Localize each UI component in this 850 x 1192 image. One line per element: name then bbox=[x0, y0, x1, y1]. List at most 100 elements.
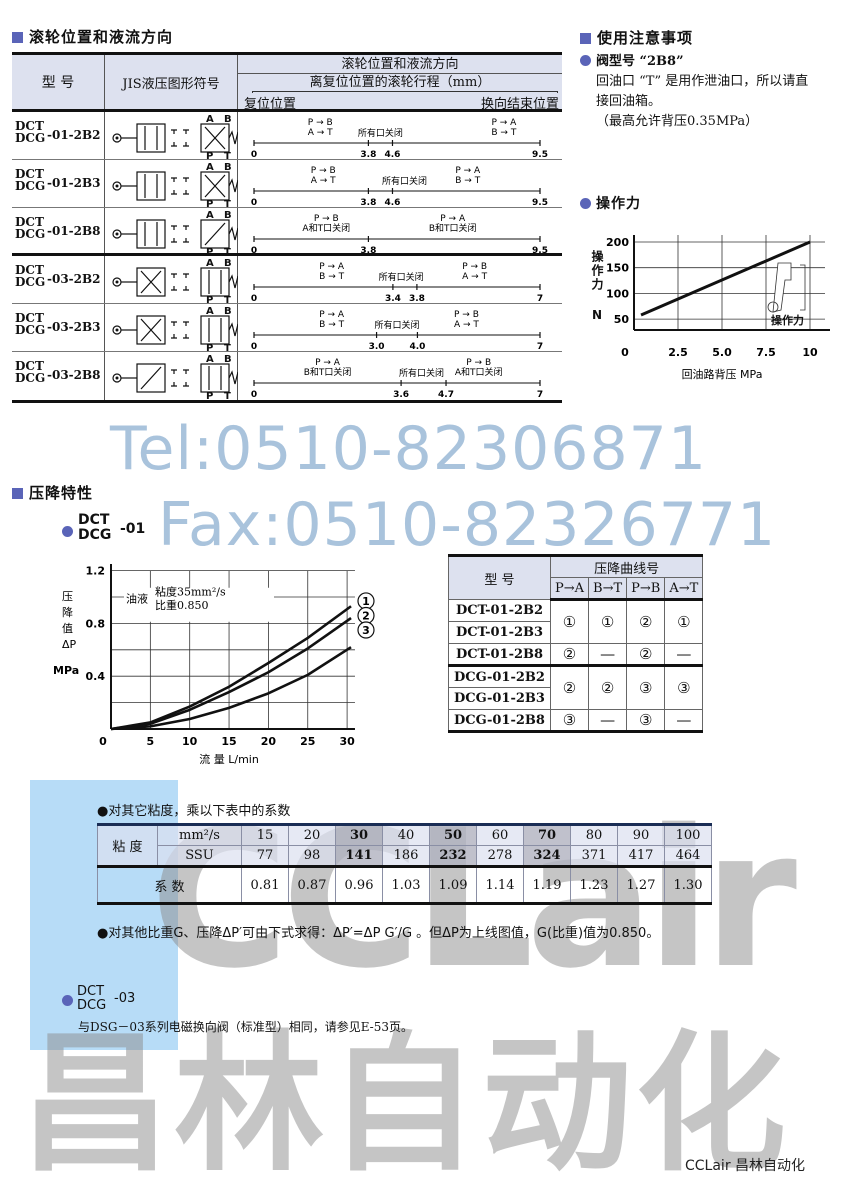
flow-label: B和T口关闭 bbox=[304, 366, 352, 378]
closed-ports bbox=[171, 369, 189, 387]
header-subtitle: 离复位位置的滚轮行程（mm） bbox=[309, 75, 491, 90]
closed-ports bbox=[171, 177, 189, 195]
curve-marker-3 bbox=[357, 621, 375, 639]
parallel-arrows bbox=[208, 366, 222, 390]
section-title-text: 滚轮位置和液流方向 bbox=[29, 28, 174, 46]
y-tick-label: 150 bbox=[606, 262, 629, 275]
travel-tick-label: 4.6 bbox=[385, 150, 401, 160]
x-tick-label: 15 bbox=[221, 735, 236, 748]
model-top: DCT bbox=[15, 167, 44, 181]
parallel-arrows bbox=[144, 126, 158, 150]
vt-ssu: 232 bbox=[429, 845, 477, 867]
travel-tick-label: 3.8 bbox=[360, 198, 376, 208]
flow-label: P → A bbox=[455, 166, 481, 176]
valve-box bbox=[200, 315, 230, 345]
pressure-curve-table: 型 号 压降曲线号 P→A B→T P→B A→T DCT-01-2B2 ① ① ② ① DCT… bbox=[448, 554, 704, 733]
port-label-A: A bbox=[206, 306, 214, 317]
port-label-A: A bbox=[206, 162, 214, 173]
port-label-T: T bbox=[224, 295, 231, 304]
flow-label: P → B bbox=[466, 358, 491, 368]
vt-ssu: 324 bbox=[523, 845, 571, 867]
port-label-B: B bbox=[224, 258, 232, 269]
pt-curve-value: ② bbox=[549, 643, 590, 666]
port-label-B: B bbox=[224, 162, 232, 173]
y-tick-label: 0.4 bbox=[86, 670, 106, 683]
vt-ssu: 417 bbox=[617, 845, 665, 867]
flow-label: B → T bbox=[319, 320, 344, 330]
table-row: DCT DCG -03-2B8 A B P T 0 3.6 4.7 7 P → A B和T口关闭 所有口关… bbox=[12, 352, 562, 402]
port-label-A: A bbox=[206, 210, 214, 221]
pt-curve-value: ① bbox=[588, 599, 628, 644]
circle-bullet-icon bbox=[580, 55, 591, 66]
flow-label: 所有口关闭 bbox=[382, 175, 427, 187]
model-top: DCT bbox=[15, 263, 44, 277]
travel-diagram: 0 3.8 4.6 9.5 P → BA → T 所有口关闭 P → AB → T bbox=[251, 166, 548, 208]
header-model: 型 号 bbox=[12, 55, 105, 109]
header-start: 复位位置 bbox=[244, 97, 297, 112]
roller-dot bbox=[115, 184, 119, 188]
travel-tick-label: 9.5 bbox=[532, 150, 548, 160]
force-title: 操作力 bbox=[580, 193, 641, 213]
model-suffix: -01-2B8 bbox=[47, 224, 101, 238]
spring-icon bbox=[228, 178, 239, 193]
notes-body: 回油口 “T” 是用作泄油口，所以请直 接回油箱。 （最高允许背压0.35MPa… bbox=[580, 72, 845, 132]
pt-curve-value: ② bbox=[588, 664, 628, 710]
vt-mm2s: 20 bbox=[288, 824, 336, 846]
y-axis-label-char: 降 bbox=[62, 605, 73, 619]
flow-label: P → A bbox=[319, 310, 345, 320]
travel-tick-label: 3.8 bbox=[360, 246, 376, 256]
flow-label: P → B bbox=[314, 214, 339, 224]
vt-unit-mm2s: mm²/s bbox=[157, 824, 242, 846]
vt-mm2s: 40 bbox=[382, 824, 430, 846]
square-bullet-icon bbox=[580, 33, 591, 44]
vt-mm2s: 90 bbox=[617, 824, 665, 846]
parallel-arrows bbox=[144, 174, 158, 198]
roller-dot bbox=[115, 232, 119, 236]
flow-label: B → T bbox=[491, 128, 516, 138]
vt-mm2s: 50 bbox=[429, 824, 477, 846]
x-tick-label: 0 bbox=[99, 735, 107, 748]
vt-coef: 1.14 bbox=[476, 865, 524, 904]
travel-tick-label: 0 bbox=[251, 342, 257, 352]
model-suffix: -01-2B2 bbox=[47, 128, 101, 142]
flow-label: 所有口关闭 bbox=[374, 319, 419, 331]
diagonal-arrow bbox=[140, 366, 162, 390]
square-bullet-icon bbox=[12, 32, 23, 43]
force-title-text: 操作力 bbox=[596, 196, 641, 212]
flow-label: A → T bbox=[454, 320, 479, 330]
pt-col: B→T bbox=[588, 577, 628, 601]
model-cell: DCT DCG -03-2B3 bbox=[12, 304, 105, 351]
flow-label: A和T口关闭 bbox=[302, 222, 350, 234]
pt-curve-value: — bbox=[664, 643, 704, 666]
curve-number: 1 bbox=[362, 595, 370, 608]
vt-label: 粘 度 bbox=[97, 824, 158, 867]
curve-2 bbox=[110, 617, 352, 731]
port-label-B: B bbox=[224, 306, 232, 317]
x-tick-label: 7.5 bbox=[756, 346, 776, 359]
port-label-A: A bbox=[206, 258, 214, 269]
flow-label: B → T bbox=[319, 272, 344, 282]
valve-symbol-icon: A B P T bbox=[112, 306, 239, 354]
y-tick-label: 1.2 bbox=[86, 565, 106, 578]
flow-label: 所有口关闭 bbox=[399, 367, 444, 379]
parallel-arrows bbox=[144, 222, 158, 246]
model-suffix: -03 bbox=[114, 991, 136, 1006]
travel-tick-label: 3.8 bbox=[360, 150, 376, 160]
curve-number: 2 bbox=[362, 609, 370, 622]
force-line bbox=[640, 240, 811, 317]
valve-symbol-icon: A B P T bbox=[112, 354, 239, 402]
pt-model: DCT-01-2B3 bbox=[448, 621, 551, 644]
vt-ssu: 186 bbox=[382, 845, 430, 867]
cross-arrow bbox=[140, 318, 162, 342]
model-top: DCT bbox=[15, 215, 44, 229]
header-travel: 滚轮位置和液流方向 离复位位置的滚轮行程（mm） 复位位置 换向结束位置 bbox=[238, 55, 562, 112]
valve-box bbox=[136, 123, 166, 153]
cross-arrow bbox=[204, 126, 226, 150]
inset-roller-icon bbox=[767, 301, 779, 313]
header-title: 滚轮位置和液流方向 bbox=[238, 55, 562, 74]
header-end: 换向结束位置 bbox=[480, 97, 559, 112]
x-axis-label: 流 量 L/min bbox=[199, 752, 259, 766]
viscosity-note: ●对其它粘度，乘以下表中的系数 bbox=[97, 804, 291, 819]
